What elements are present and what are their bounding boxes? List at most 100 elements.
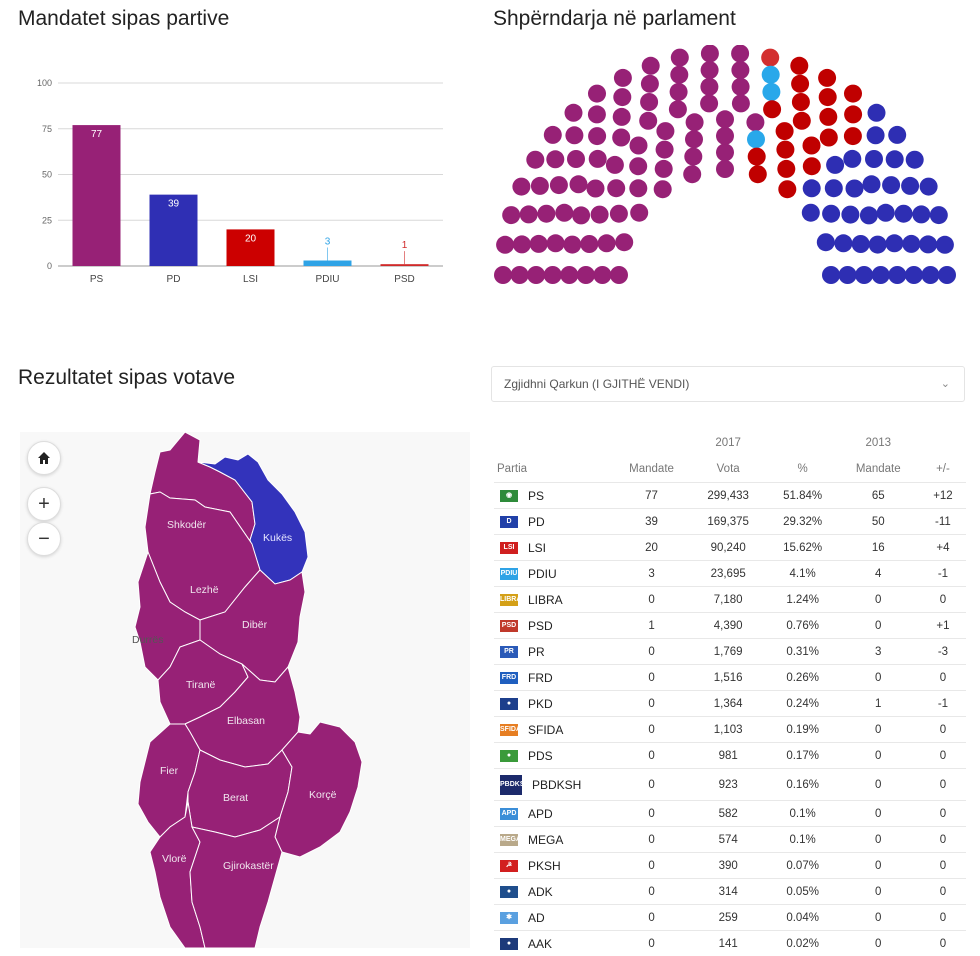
seat-dot[interactable]	[822, 205, 840, 223]
seat-dot[interactable]	[589, 150, 607, 168]
seat-dot[interactable]	[920, 178, 938, 196]
seat-dot[interactable]	[844, 127, 862, 145]
seat-dot[interactable]	[826, 156, 844, 174]
seat-dot[interactable]	[641, 75, 659, 93]
seat-dot[interactable]	[882, 176, 900, 194]
seat-dot[interactable]	[656, 122, 674, 140]
seat-dot[interactable]	[825, 179, 843, 197]
seat-dot[interactable]	[496, 236, 514, 254]
seat-dot[interactable]	[531, 177, 549, 195]
seat-dot[interactable]	[863, 175, 881, 193]
seat-dot[interactable]	[555, 204, 573, 222]
albania-map[interactable]: Shkodër Kukës Lezhë Dibër Durrës Tiranë …	[20, 432, 470, 948]
seat-dot[interactable]	[684, 148, 702, 166]
zoom-out-button[interactable]: −	[27, 522, 61, 556]
seat-dot[interactable]	[655, 160, 673, 178]
seat-dot[interactable]	[778, 180, 796, 198]
seat-dot[interactable]	[746, 113, 764, 131]
seat-dot[interactable]	[843, 150, 861, 168]
seat-dot[interactable]	[818, 69, 836, 87]
bar-ps[interactable]	[73, 125, 121, 266]
seat-dot[interactable]	[588, 105, 606, 123]
seat-dot[interactable]	[906, 151, 924, 169]
seat-dot[interactable]	[872, 266, 890, 284]
seat-dot[interactable]	[868, 104, 886, 122]
seat-dot[interactable]	[613, 108, 631, 126]
seat-dot[interactable]	[803, 179, 821, 197]
seat-dot[interactable]	[820, 129, 838, 147]
seat-dot[interactable]	[852, 235, 870, 253]
seat-dot[interactable]	[791, 75, 809, 93]
seat-dot[interactable]	[613, 88, 631, 106]
seat-dot[interactable]	[494, 266, 512, 284]
seat-dot[interactable]	[761, 49, 779, 67]
seat-dot[interactable]	[588, 127, 606, 145]
seat-dot[interactable]	[919, 235, 937, 253]
seat-dot[interactable]	[793, 112, 811, 130]
seat-dot[interactable]	[877, 204, 895, 222]
seat-dot[interactable]	[669, 100, 687, 118]
seat-dot[interactable]	[629, 179, 647, 197]
seat-dot[interactable]	[670, 66, 688, 84]
seat-dot[interactable]	[762, 83, 780, 101]
seat-dot[interactable]	[763, 100, 781, 118]
seat-dot[interactable]	[563, 236, 581, 254]
seat-dot[interactable]	[593, 266, 611, 284]
seat-dot[interactable]	[654, 180, 672, 198]
seat-dot[interactable]	[547, 234, 565, 252]
seat-dot[interactable]	[731, 45, 749, 63]
seat-dot[interactable]	[888, 126, 906, 144]
seat-dot[interactable]	[844, 85, 862, 103]
seat-dot[interactable]	[615, 233, 633, 251]
seat-dot[interactable]	[502, 206, 520, 224]
seat-dot[interactable]	[716, 160, 734, 178]
seat-dot[interactable]	[565, 104, 583, 122]
seat-dot[interactable]	[938, 266, 956, 284]
seat-dot[interactable]	[930, 206, 948, 224]
seat-dot[interactable]	[642, 57, 660, 75]
seat-dot[interactable]	[846, 180, 864, 198]
seat-dot[interactable]	[901, 177, 919, 195]
seat-dot[interactable]	[716, 110, 734, 128]
seat-dot[interactable]	[869, 236, 887, 254]
seat-dot[interactable]	[792, 93, 810, 111]
seat-dot[interactable]	[701, 61, 719, 79]
seat-dot[interactable]	[902, 235, 920, 253]
seat-dot[interactable]	[537, 205, 555, 223]
seat-dot[interactable]	[790, 57, 808, 75]
seat-dot[interactable]	[598, 234, 616, 252]
seat-dot[interactable]	[749, 165, 767, 183]
seat-dot[interactable]	[550, 176, 568, 194]
seat-dot[interactable]	[802, 204, 820, 222]
seat-dot[interactable]	[577, 266, 595, 284]
seat-dot[interactable]	[572, 206, 590, 224]
seat-dot[interactable]	[587, 180, 605, 198]
zoom-in-button[interactable]: +	[27, 487, 61, 521]
seat-dot[interactable]	[630, 137, 648, 155]
seat-dot[interactable]	[700, 94, 718, 112]
seat-dot[interactable]	[544, 126, 562, 144]
seat-dot[interactable]	[526, 151, 544, 169]
seat-dot[interactable]	[512, 178, 530, 196]
seat-dot[interactable]	[865, 150, 883, 168]
seat-dot[interactable]	[905, 266, 923, 284]
seat-dot[interactable]	[511, 266, 529, 284]
seat-dot[interactable]	[588, 85, 606, 103]
seat-dot[interactable]	[888, 266, 906, 284]
seat-dot[interactable]	[591, 206, 609, 224]
map-home-button[interactable]	[27, 441, 61, 475]
seat-dot[interactable]	[776, 122, 794, 140]
seat-dot[interactable]	[630, 204, 648, 222]
seat-dot[interactable]	[612, 129, 630, 147]
seat-dot[interactable]	[817, 233, 835, 251]
seat-dot[interactable]	[936, 236, 954, 254]
seat-dot[interactable]	[614, 69, 632, 87]
seat-dot[interactable]	[629, 157, 647, 175]
seat-dot[interactable]	[527, 266, 545, 284]
seat-dot[interactable]	[610, 266, 628, 284]
seat-dot[interactable]	[686, 113, 704, 131]
seat-dot[interactable]	[671, 49, 689, 67]
seat-dot[interactable]	[921, 266, 939, 284]
seat-dot[interactable]	[610, 205, 628, 223]
seat-dot[interactable]	[570, 175, 588, 193]
